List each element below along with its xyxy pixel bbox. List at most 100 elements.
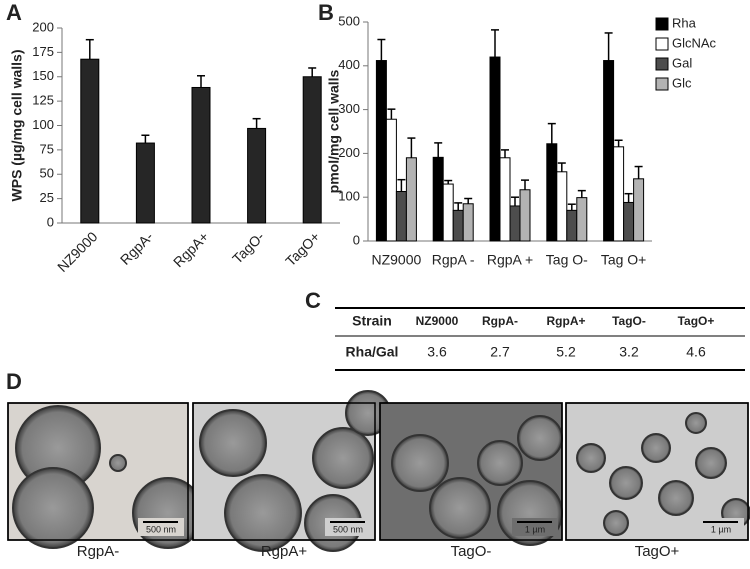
y-tick-label: 300 <box>338 101 360 116</box>
x-tick-label: Tag O- <box>546 252 588 268</box>
y-tick-label: 0 <box>353 232 360 247</box>
y-tick-label: 500 <box>338 13 360 28</box>
bar <box>603 60 615 242</box>
table-cell: 4.6 <box>686 344 706 360</box>
bar <box>247 127 267 224</box>
micrograph-caption: TagO- <box>451 543 492 560</box>
table-header: RgpA+ <box>547 314 586 328</box>
bar <box>432 156 444 242</box>
cell <box>641 433 671 463</box>
panel-letter: A <box>6 0 22 25</box>
cell <box>576 443 606 473</box>
x-tick-label: TagO+ <box>282 228 323 269</box>
micrograph-caption: RgpA+ <box>261 543 308 560</box>
bar <box>509 205 521 242</box>
legend-swatch <box>655 57 669 71</box>
cell <box>224 474 302 552</box>
table-cell: 3.6 <box>427 344 447 360</box>
bar <box>623 201 635 242</box>
cell <box>695 447 727 479</box>
bar <box>405 157 417 242</box>
x-tick-label: TagO- <box>229 228 268 267</box>
y-tick-label: 50 <box>40 166 54 181</box>
legend-label: Glc <box>672 75 692 90</box>
y-tick-label: 175 <box>32 44 54 59</box>
bar <box>633 178 645 242</box>
bar <box>519 189 531 242</box>
micrograph-caption: TagO+ <box>635 543 680 560</box>
cell <box>109 454 127 472</box>
frame <box>192 402 376 541</box>
table-cell: Rha/Gal <box>346 344 399 360</box>
bar <box>442 183 454 242</box>
table-header: TagO+ <box>678 314 715 328</box>
x-tick-label: RgpA+ <box>170 228 212 270</box>
cell <box>603 510 629 536</box>
cell <box>429 477 491 539</box>
y-tick-label: 100 <box>338 189 360 204</box>
frame <box>565 402 749 541</box>
y-tick-label: 100 <box>32 117 54 132</box>
cell <box>517 415 563 461</box>
x-tick-label: RgpA- <box>117 228 157 268</box>
panel-letter: C <box>305 288 321 313</box>
bar <box>566 209 578 242</box>
cell <box>609 466 643 500</box>
cell <box>312 427 374 489</box>
bar <box>452 209 464 242</box>
y-tick-label: 75 <box>40 141 54 156</box>
table-header: NZ9000 <box>416 314 459 328</box>
table-cell: 2.7 <box>490 344 510 360</box>
y-axis-label: WPS (µg/mg cell walls) <box>9 50 25 202</box>
y-axis-label: pmol/mg cell walls <box>326 69 342 193</box>
y-tick-label: 200 <box>32 19 54 34</box>
legend-swatch <box>655 77 669 91</box>
table-header: TagO- <box>612 314 646 328</box>
x-tick-label: RgpA - <box>432 252 475 268</box>
bar <box>135 142 155 224</box>
table-header: RgpA- <box>482 314 518 328</box>
x-tick-label: RgpA + <box>487 252 533 268</box>
table-cell: 3.2 <box>619 344 639 360</box>
y-tick-label: 400 <box>338 57 360 72</box>
scale-label: 500 nm <box>333 524 363 534</box>
bar <box>462 203 474 242</box>
bar <box>375 60 387 242</box>
legend-label: Rha <box>672 15 697 30</box>
bar <box>556 171 568 242</box>
legend-swatch <box>655 17 669 31</box>
x-tick-label: Tag O+ <box>601 252 647 268</box>
bar <box>385 118 397 242</box>
cell <box>12 467 94 549</box>
bar <box>395 191 407 242</box>
cell <box>658 480 694 516</box>
table-header: Strain <box>352 313 392 329</box>
bar <box>80 58 100 224</box>
scale-label: 1 µm <box>525 524 545 534</box>
y-tick-label: 150 <box>32 68 54 83</box>
bar <box>489 56 501 242</box>
legend-label: GlcNAc <box>672 35 717 50</box>
y-tick-label: 200 <box>338 145 360 160</box>
y-tick-label: 125 <box>32 93 54 108</box>
cell <box>391 434 449 492</box>
panel-letter: D <box>6 369 22 394</box>
legend-label: Gal <box>672 55 692 70</box>
bar <box>302 76 322 224</box>
y-tick-label: 25 <box>40 190 54 205</box>
panel-letter: B <box>318 0 334 25</box>
x-tick-label: NZ9000 <box>54 228 101 275</box>
bar <box>613 146 625 242</box>
frame <box>379 402 563 541</box>
legend-swatch <box>655 37 669 51</box>
micrograph-caption: RgpA- <box>77 543 120 560</box>
frame <box>7 402 189 541</box>
scale-label: 1 µm <box>711 524 731 534</box>
bar <box>546 143 558 242</box>
cell <box>685 412 707 434</box>
bar <box>499 157 511 242</box>
table-cell: 5.2 <box>556 344 576 360</box>
cell <box>477 440 523 486</box>
x-tick-label: NZ9000 <box>371 252 421 268</box>
